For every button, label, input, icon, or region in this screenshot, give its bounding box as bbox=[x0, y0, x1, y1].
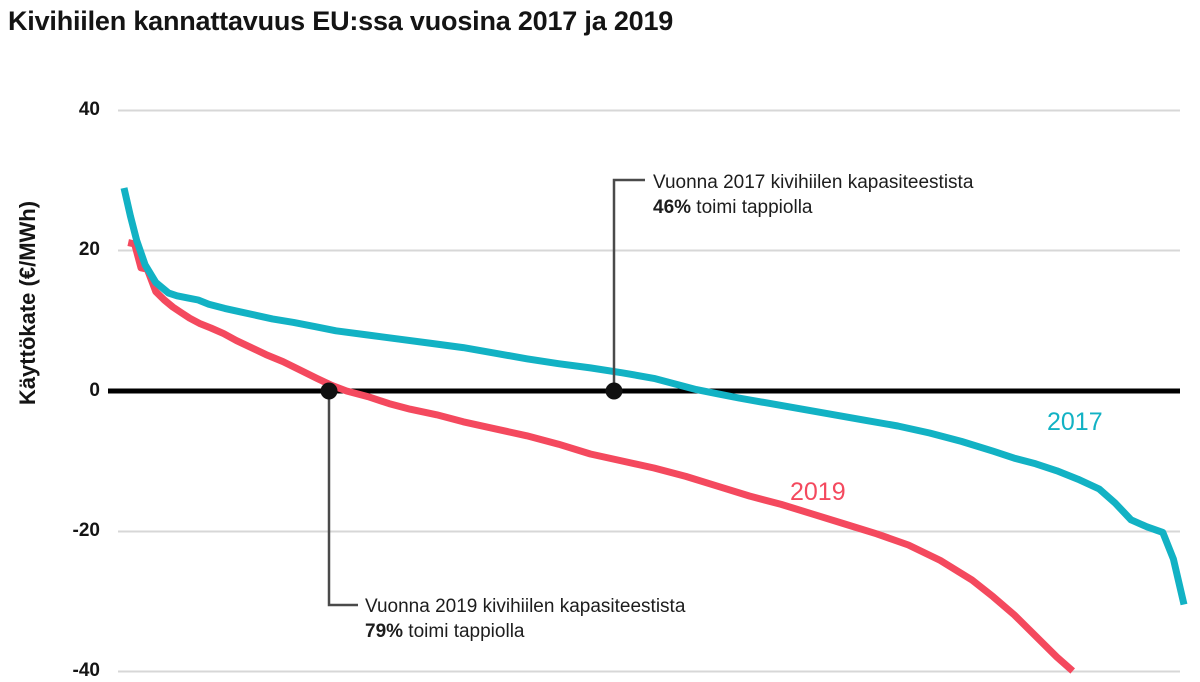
annotation-2019-percent: 79% bbox=[365, 621, 404, 643]
annotation-2017-line2-rest: toimi tappiolla bbox=[691, 197, 813, 219]
series-line-2019 bbox=[127, 239, 1076, 674]
y-tick-20: 20 bbox=[78, 239, 100, 260]
annotation-2019-line2: 79% toimi tappiolla bbox=[365, 619, 685, 644]
series-line-2017 bbox=[120, 187, 1188, 606]
gridlines bbox=[118, 109, 1180, 673]
y-tick-40: 40 bbox=[78, 99, 100, 120]
annotation-2019: Vuonna 2019 kivihiilen kapasiteestista 7… bbox=[365, 594, 685, 644]
annotation-2017-line1: Vuonna 2017 kivihiilen kapasiteestista bbox=[653, 172, 974, 193]
annotation-leader-2019 bbox=[320, 382, 358, 607]
annotation-leader-2017 bbox=[605, 178, 645, 400]
annotation-2017-line2: 46% toimi tappiolla bbox=[653, 195, 973, 220]
series-label-2019: 2019 bbox=[790, 478, 846, 506]
chart-title: Kivihiilen kannattavuus EU:ssa vuosina 2… bbox=[8, 6, 674, 36]
y-tick-neg20: -20 bbox=[72, 520, 100, 541]
annotation-2017-percent: 46% bbox=[653, 197, 692, 219]
annotation-2017: Vuonna 2017 kivihiilen kapasiteestista 4… bbox=[653, 170, 973, 220]
y-tick-0: 0 bbox=[89, 380, 100, 401]
annotation-2019-line1: Vuonna 2019 kivihiilen kapasiteestista bbox=[365, 596, 686, 617]
annotation-2019-line2-rest: toimi tappiolla bbox=[403, 621, 525, 643]
series-label-2017: 2017 bbox=[1047, 408, 1103, 436]
